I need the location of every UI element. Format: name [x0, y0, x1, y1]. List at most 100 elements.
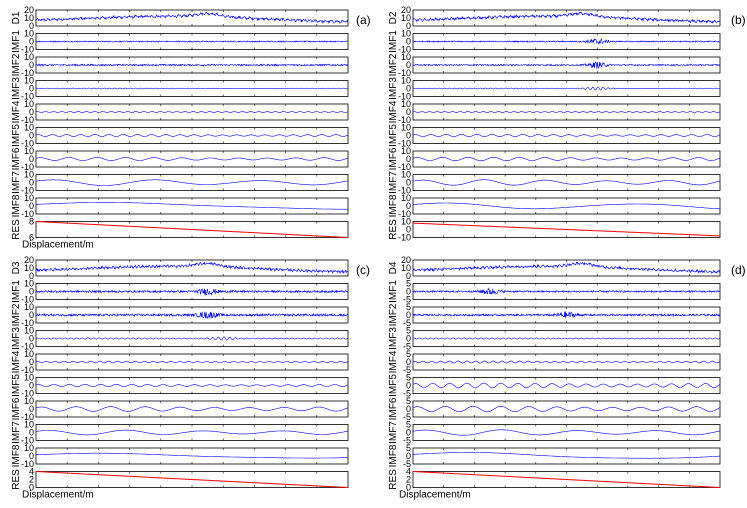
y-tick-label: -10: [21, 115, 34, 125]
y-tick-label: 10: [24, 170, 34, 180]
y-tick-label: 10: [401, 13, 411, 23]
y-tick-label: 0: [29, 271, 34, 281]
series-line-imf7: [36, 179, 349, 186]
subplot-imf5: 50-5 IMF5: [388, 373, 721, 399]
y-tick-label: 0: [29, 357, 34, 367]
y-tick-label: 5: [406, 302, 411, 312]
y-tick-label: -10: [398, 92, 411, 102]
series-line-res: [413, 471, 720, 488]
series-line-imf1: [36, 40, 349, 43]
y-tick-label: -10: [21, 186, 34, 196]
y-tick-label: 0: [406, 271, 411, 281]
y-tick-label: -10: [398, 209, 411, 219]
series-line-imf2: [35, 311, 349, 319]
y-tick-label: 0: [29, 154, 34, 164]
y-tick-label: 10: [24, 279, 34, 289]
series-line-imf5: [35, 383, 349, 388]
row-label: IMF5: [388, 124, 399, 147]
series-line-imf6: [412, 157, 721, 162]
y-tick-label: -10: [398, 45, 411, 55]
subplot-frame: [412, 447, 721, 465]
row-label: D2: [388, 11, 399, 24]
row-label: IMF6: [388, 147, 399, 170]
y-tick-label: 0: [29, 451, 34, 461]
subplot-res: 8 6 RES: [11, 217, 349, 243]
row-label: IMF8: [388, 444, 399, 467]
y-tick-label: 0: [29, 428, 34, 438]
series-line-imf7: [413, 179, 721, 186]
y-tick-label: 10: [24, 443, 34, 453]
subplot-frame: [35, 9, 349, 27]
subplot-frame: [412, 377, 721, 394]
y-tick-label: 0: [29, 201, 34, 211]
y-tick-label: 20: [24, 255, 34, 265]
subplot-imf7: 50-5 IMF7: [388, 420, 721, 446]
row-label: IMF3: [11, 77, 22, 100]
y-tick-label: 10: [24, 420, 34, 430]
row-label: RES: [388, 219, 399, 240]
y-tick-label: 10: [401, 263, 411, 273]
y-tick-label: 10: [24, 52, 34, 62]
y-tick-label: -5: [403, 412, 411, 422]
row-label: IMF7: [11, 421, 22, 444]
y-tick-label: 0: [29, 404, 34, 414]
series-line-imf4: [35, 360, 349, 364]
y-tick-label: 0: [29, 287, 34, 297]
row-label: IMF6: [11, 147, 22, 170]
subplot-frame: [412, 150, 721, 168]
y-tick-label: 10: [401, 76, 411, 86]
series-line-imf3: [412, 86, 721, 91]
subplot-frame: [412, 259, 721, 277]
y-tick-label: 10: [24, 326, 34, 336]
row-label: IMF7: [388, 421, 399, 444]
panel-label: (b): [731, 13, 746, 27]
y-tick-label: 6: [29, 233, 34, 243]
row-label: IMF3: [388, 327, 399, 350]
row-label: IMF2: [388, 303, 399, 326]
y-tick-label: 10: [401, 146, 411, 156]
y-tick-label: 2: [406, 475, 411, 485]
series-line-d2: [412, 11, 721, 25]
y-tick-label: -10: [21, 318, 34, 328]
y-tick-label: 0: [406, 287, 411, 297]
y-tick-label: -10: [21, 459, 34, 469]
x-axis-label: Displacement/m: [22, 490, 94, 501]
series-line-imf8: [413, 452, 720, 459]
panel-label: (a): [356, 13, 371, 27]
y-tick-label: 5: [406, 349, 411, 359]
subplot-frame: [412, 197, 721, 215]
subplot-imf8: 50-5 IMF8: [388, 443, 721, 469]
row-label: IMF2: [11, 53, 22, 76]
y-tick-label: -5: [403, 389, 411, 399]
subplot-imf4: 50-5 IMF4: [388, 349, 721, 375]
y-tick-label: 10: [24, 373, 34, 383]
x-axis-label: Displacement/m: [22, 240, 94, 251]
y-tick-label: -10: [21, 68, 34, 78]
y-tick-label: 0: [29, 60, 34, 70]
series-line-imf3: [35, 87, 349, 90]
y-tick-label: 0: [406, 154, 411, 164]
y-tick-label: 0: [29, 178, 34, 188]
y-tick-label: 10: [401, 29, 411, 39]
subplot-imf6: 50-5 IMF6: [388, 396, 721, 422]
y-tick-label: 0: [406, 310, 411, 320]
y-tick-label: -10: [21, 139, 34, 149]
y-tick-label: 0: [29, 381, 34, 391]
subplot-frame: [412, 353, 721, 371]
y-tick-label: 0: [406, 428, 411, 438]
y-tick-label: 10: [24, 146, 34, 156]
y-tick-label: 10: [24, 99, 34, 109]
series-line-imf4: [412, 111, 721, 113]
series-line-imf1: [412, 287, 721, 295]
